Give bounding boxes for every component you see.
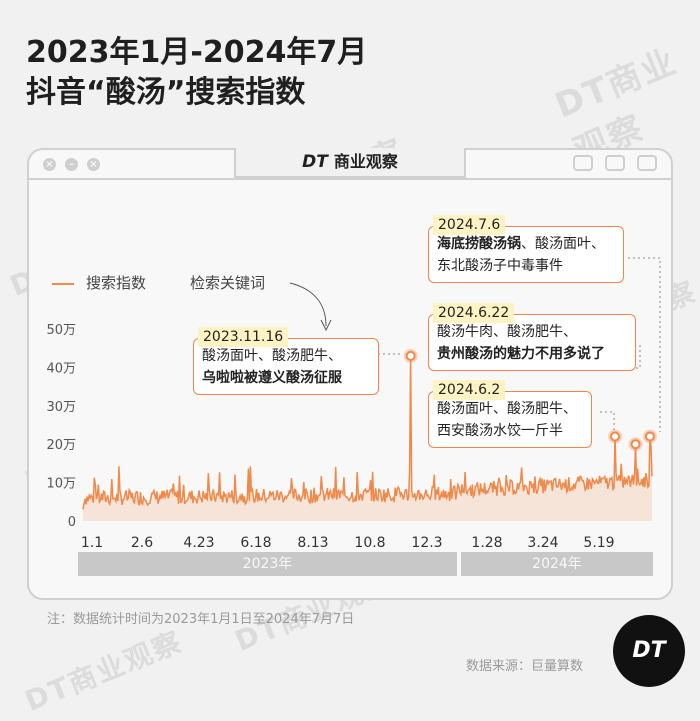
x-tick-label: 12.3 [411,535,442,551]
close-icon[interactable]: × [43,158,56,171]
title-line-1: 2023年1月-2024年7月 [26,35,368,70]
x-tick-label: 1.28 [471,535,502,551]
y-tick-label: 10万 [46,477,76,492]
y-tick-label: 20万 [46,438,76,453]
brand-name: 商业观察 [333,152,398,171]
maximize-icon[interactable]: × [87,158,100,171]
legend-swatch [52,282,74,285]
keyword-arrow-head [320,319,332,332]
x-tick-label: 5.19 [583,535,614,551]
footnote: 注：数据统计时间为2023年1月1日至2024年7月7日 [47,612,355,627]
y-tick-label: 0 [68,515,76,530]
callout-leader-line [636,345,641,369]
y-tick-label: 50万 [46,323,76,338]
callout-line: 、酸汤面叶、 [521,236,605,252]
peak-marker [644,431,655,442]
title-line-2: 抖音“酸汤”搜索指数 [26,75,306,110]
callout-2024-6-22: 2024.6.22 酸汤牛肉、酸汤肥牛、 贵州酸汤的魅力不用多说了 [428,303,636,371]
peak-marker [610,431,621,442]
window-btn-icon[interactable] [605,155,625,171]
y-tick-label: 40万 [46,361,76,376]
window-btn-icon[interactable] [573,155,593,171]
callout-line-bold: 贵州酸汤的魅力不用多说了 [437,346,605,362]
callout-date: 2023.11.16 [198,327,289,347]
callout-date: 2024.7.6 [433,215,506,235]
callout-line: 西安酸汤水饺一斤半 [437,423,563,439]
year-bar-2023: 2023年 [78,552,457,576]
callout-line: 东北酸汤子中毒事件 [437,258,563,274]
x-tick-label: 3.24 [527,535,558,551]
page-title: 2023年1月-2024年7月 抖音“酸汤”搜索指数 [26,33,367,113]
dt-logo-badge: DT [613,615,685,687]
x-tick-label: 1.1 [81,535,103,551]
chart-window: × – × DT 商业观察 [27,148,673,600]
data-source: 数据来源：巨量算数 [466,659,584,674]
legend-series-label: 搜索指数 [86,274,147,292]
callout-date: 2024.6.22 [433,303,515,323]
peak-marker [405,350,416,361]
callout-line: 酸汤面叶、酸汤肥牛、 [437,401,577,417]
callout-line-bold: 海底捞酸汤锅 [437,236,521,252]
series-line [82,355,653,510]
callout-date: 2024.6.2 [433,380,506,400]
keyword-label: 检索关键词 [190,274,266,292]
year-bar-2024: 2024年 [461,552,653,576]
x-tick-label: 2.6 [131,535,153,551]
callout-2023-11-16: 2023.11.16 酸汤面叶、酸汤肥牛、 乌啦啦被遵义酸汤征服 [193,327,379,395]
x-tick-label: 6.18 [240,535,271,551]
minimize-icon[interactable]: – [65,158,78,171]
y-tick-label: 30万 [46,400,76,415]
callout-2024-7-6: 2024.7.6 海底捞酸汤锅、酸汤面叶、 东北酸汤子中毒事件 [428,215,624,283]
callout-line: 酸汤面叶、酸汤肥牛、 [202,348,342,364]
x-tick-label: 4.23 [183,535,214,551]
keyword-arrow [289,282,327,327]
year-label: 2023年 [242,556,293,572]
callout-line-bold: 乌啦啦被遵义酸汤征服 [202,370,342,386]
brand-prefix: DT [302,152,328,172]
year-label: 2024年 [532,556,582,572]
window-titlebar: × – × DT 商业观察 [29,148,671,180]
x-tick-label: 10.8 [354,535,385,551]
chart-legend: 搜索指数 [52,272,146,293]
callout-leader-line [628,257,661,432]
brand-label: DT 商业观察 [234,148,466,178]
window-btn-icon[interactable] [637,155,657,171]
callout-leader-line [600,411,615,432]
callout-2024-6-2: 2024.6.2 酸汤面叶、酸汤肥牛、 西安酸汤水饺一斤半 [428,380,592,448]
callout-line: 酸汤牛肉、酸汤肥牛、 [437,324,577,340]
peak-marker [630,439,641,450]
x-tick-label: 8.13 [297,535,328,551]
